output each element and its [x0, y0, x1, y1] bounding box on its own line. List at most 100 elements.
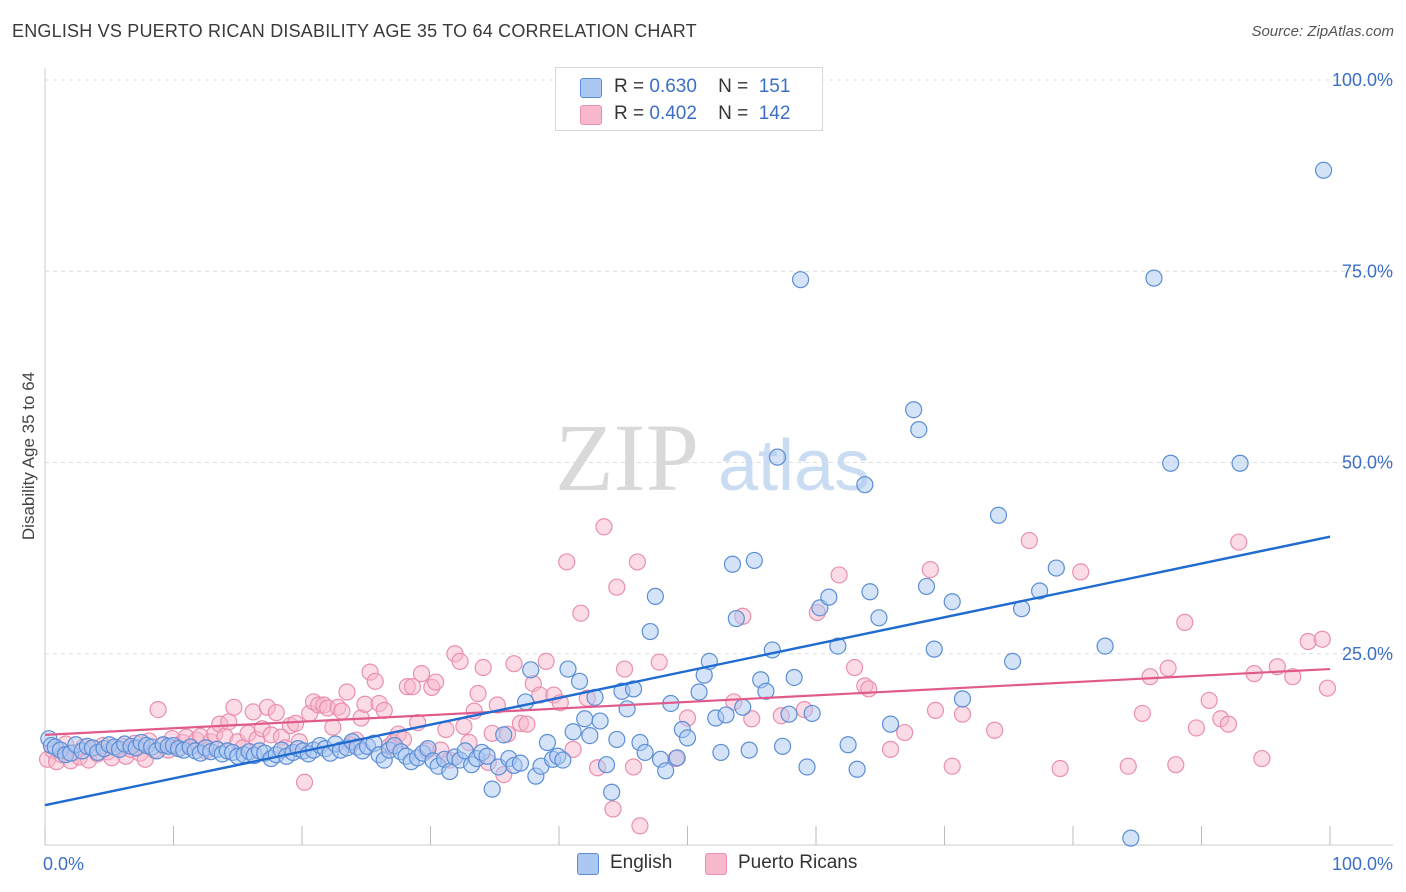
- english-point: [668, 749, 686, 767]
- english-point: [989, 506, 1008, 524]
- pr-point: [650, 653, 668, 671]
- pr-point: [1253, 749, 1271, 768]
- english-point: [925, 640, 943, 658]
- pr-point: [953, 705, 972, 723]
- english-point: [522, 661, 540, 679]
- english-point: [910, 421, 928, 439]
- english-legend-label: English: [610, 852, 673, 873]
- english-point: [1047, 559, 1065, 577]
- english-point: [839, 736, 857, 754]
- y-tick-label: 25.0%: [1342, 644, 1393, 664]
- english-point: [538, 733, 557, 752]
- english-point: [740, 741, 758, 759]
- x-tick-label-max: 100.0%: [1332, 854, 1393, 874]
- english-point: [768, 448, 787, 466]
- pr-point: [437, 720, 455, 739]
- english-point: [591, 712, 609, 730]
- pr-point: [1167, 756, 1185, 774]
- pr-point: [1051, 759, 1069, 778]
- pr-point: [518, 715, 536, 733]
- watermark-atlas: atlas: [718, 426, 870, 506]
- english-n-label: N =: [718, 76, 749, 97]
- english-point: [516, 693, 535, 711]
- grid-layer: [45, 79, 1393, 655]
- pr-point: [1159, 659, 1177, 677]
- english-point: [570, 672, 589, 690]
- pr-point: [1230, 533, 1248, 551]
- source-label: Source: ZipAtlas.com: [1251, 23, 1394, 40]
- pr-point: [1318, 679, 1337, 697]
- pr-point: [628, 553, 646, 571]
- pr-point: [860, 680, 878, 698]
- y-tick-label: 75.0%: [1342, 261, 1393, 281]
- pr-point: [631, 817, 649, 835]
- english-point: [624, 680, 643, 698]
- english-point: [870, 609, 888, 627]
- pr-r-label: R =: [614, 103, 645, 124]
- pr-point: [338, 683, 356, 701]
- pr-point: [1284, 668, 1302, 686]
- pr-point: [412, 665, 431, 683]
- pr-point: [1119, 757, 1137, 775]
- pr-point: [986, 721, 1004, 739]
- puerto-ricans-legend-swatch: [705, 853, 727, 875]
- pr-point: [926, 701, 945, 719]
- series-english: [40, 161, 1333, 847]
- english-point: [618, 700, 636, 718]
- pr-point: [830, 566, 848, 584]
- english-point: [803, 704, 821, 723]
- trend-lines: [44, 535, 1331, 807]
- pr-trend-line: [44, 667, 1331, 736]
- english-point: [1004, 652, 1022, 671]
- pr-point: [1141, 668, 1159, 686]
- pr-n-value: 142: [758, 103, 791, 124]
- pr-point: [366, 672, 384, 690]
- pr-n-label: N =: [718, 103, 749, 124]
- puerto-ricans-legend-label: Puerto Ricans: [738, 852, 858, 873]
- english-point: [646, 587, 664, 605]
- pr-point: [921, 560, 939, 579]
- pr-point: [333, 702, 351, 720]
- pr-r-value: 0.402: [649, 103, 697, 124]
- series-puerto-ricans: [38, 518, 1337, 835]
- pr-point: [1299, 632, 1317, 651]
- pr-point: [1187, 719, 1205, 737]
- english-point: [881, 715, 900, 733]
- pr-point: [451, 652, 469, 671]
- english-point: [1030, 582, 1049, 600]
- english-point: [712, 743, 730, 762]
- english-point: [511, 754, 530, 772]
- x-tick-label-min: 0.0%: [43, 854, 84, 874]
- pr-point: [505, 655, 523, 673]
- english-r-value: 0.630: [649, 76, 697, 97]
- y-tick-label: 100.0%: [1332, 70, 1393, 90]
- pr-point: [403, 678, 422, 696]
- pr-point: [1133, 704, 1151, 723]
- pr-point: [375, 701, 393, 719]
- tick-labels: 25.0% 50.0% 75.0% 100.0% 0.0% 100.0%: [43, 70, 1393, 874]
- english-point: [597, 756, 616, 774]
- pr-point: [295, 773, 314, 791]
- y-axis-label: Disability Age 35 to 64: [19, 372, 38, 540]
- english-n-value: 151: [758, 76, 791, 97]
- english-point: [1314, 161, 1333, 179]
- english-point: [848, 760, 866, 778]
- english-point: [603, 783, 621, 801]
- english-legend-swatch: [577, 853, 599, 875]
- pr-point: [608, 578, 626, 596]
- pr-point: [1219, 715, 1238, 733]
- pr-point: [1072, 563, 1090, 581]
- english-point: [678, 729, 697, 747]
- pr-point: [572, 604, 590, 622]
- pr-point: [881, 740, 900, 758]
- pr-point: [220, 713, 238, 731]
- english-point: [1231, 454, 1249, 472]
- axes-layer: [44, 68, 1393, 846]
- english-point: [727, 609, 745, 628]
- english-point: [554, 751, 572, 769]
- english-point: [559, 660, 577, 678]
- pr-point: [624, 758, 643, 776]
- pr-point: [149, 700, 167, 719]
- chart-title: ENGLISH VS PUERTO RICAN DISABILITY AGE 3…: [12, 21, 697, 41]
